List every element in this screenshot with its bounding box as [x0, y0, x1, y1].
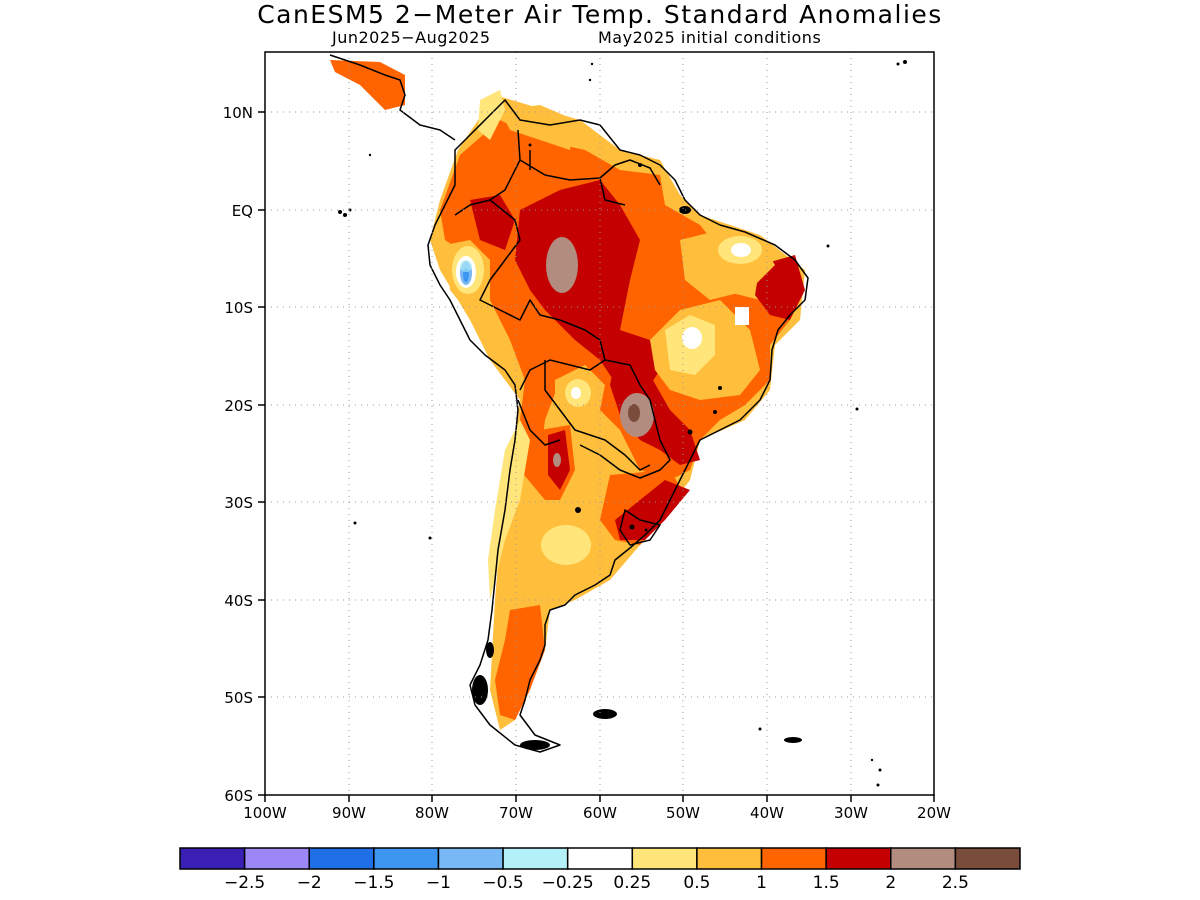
colorbar-label: 1 [756, 873, 767, 893]
colorbar-swatch [760, 847, 827, 870]
latitude-labels: 10N EQ 10S 20S 30S 40S 50S 60S [223, 104, 253, 805]
lon-label: 60W [583, 804, 617, 822]
neutral-region-a [731, 243, 751, 257]
colorbar-label: −1 [426, 873, 451, 893]
neutral-region-c [735, 307, 749, 325]
colorbar-swatch [825, 847, 892, 870]
lat-label: 20S [224, 397, 253, 415]
lat-label: 10S [224, 299, 253, 317]
anomaly-region-25c [628, 404, 640, 422]
colorbar-swatch [243, 847, 310, 870]
lon-label: 100W [243, 804, 287, 822]
forecast-period: Jun2025−Aug2025 [332, 28, 491, 47]
colorbar-swatch [308, 847, 375, 870]
colorbar-label: −1.5 [353, 873, 394, 893]
neutral-region-e [571, 387, 581, 399]
lon-label: 40W [750, 804, 784, 822]
lon-label: 30W [834, 804, 868, 822]
colorbar-swatch [373, 847, 440, 870]
lon-label: 70W [499, 804, 533, 822]
anomaly-region-25d [553, 453, 561, 467]
lat-label: 40S [224, 592, 253, 610]
colorbar-swatch [502, 847, 569, 870]
lat-label: 10N [223, 104, 253, 122]
lon-label: 90W [332, 804, 366, 822]
anomaly-region-25a [546, 237, 578, 293]
tick-marks [258, 111, 935, 802]
coastlines [329, 54, 809, 753]
initial-conditions: May2025 initial conditions [598, 28, 822, 47]
colorbar-swatch [954, 847, 1021, 870]
colorbar-label: −0.25 [542, 873, 594, 893]
colorbar-swatch [566, 847, 634, 870]
cold-anomaly-c [460, 260, 472, 272]
lat-label: 30S [224, 494, 253, 512]
colorbar-label: −2 [297, 873, 322, 893]
anomaly-region-05d [541, 525, 591, 565]
colorbar-label: −2.5 [224, 873, 265, 893]
lat-label: 50S [224, 689, 253, 707]
lon-label: 20W [917, 804, 951, 822]
lat-label: EQ [232, 202, 253, 220]
neutral-region-b [682, 327, 702, 349]
colorbar-label: 2 [885, 873, 896, 893]
anomaly-region-05e [488, 420, 530, 600]
colorbar-swatch [890, 847, 957, 870]
anomaly-region-05g [478, 90, 505, 140]
colorbar-label: −0.5 [482, 873, 523, 893]
anomaly-region-15c [495, 605, 545, 720]
shaded-field [329, 54, 907, 787]
anomaly-region-20 [515, 180, 660, 400]
anomaly-region-ca [330, 60, 405, 110]
colorbar-label: 0.5 [683, 873, 710, 893]
lon-label: 50W [666, 804, 700, 822]
anomaly-region-20b [610, 360, 700, 465]
colorbar-swatch [437, 847, 504, 870]
map-title: CanESM5 2−Meter Air Temp. Standard Anoma… [257, 0, 943, 29]
lat-label: 60S [224, 787, 253, 805]
longitude-labels: 100W 90W 80W 70W 60W 50W 40W 30W 20W [243, 804, 951, 822]
colorbar-label: 2.5 [942, 873, 969, 893]
anomaly-region-20d [470, 195, 515, 250]
colorbar-label: 0.25 [613, 873, 651, 893]
colorbar-swatch [631, 847, 698, 870]
colorbar-swatch [696, 847, 763, 870]
colorbar-label: 1.5 [813, 873, 840, 893]
lon-label: 80W [415, 804, 449, 822]
colorbar: −2.5 −2 −1.5 −1 −0.5 −0.25 0.25 0.5 1 1.5 2 2.5 [179, 847, 1021, 893]
anomaly-region-10e [500, 105, 575, 150]
anomaly-region-20e [615, 480, 690, 540]
colorbar-swatch [179, 847, 246, 870]
